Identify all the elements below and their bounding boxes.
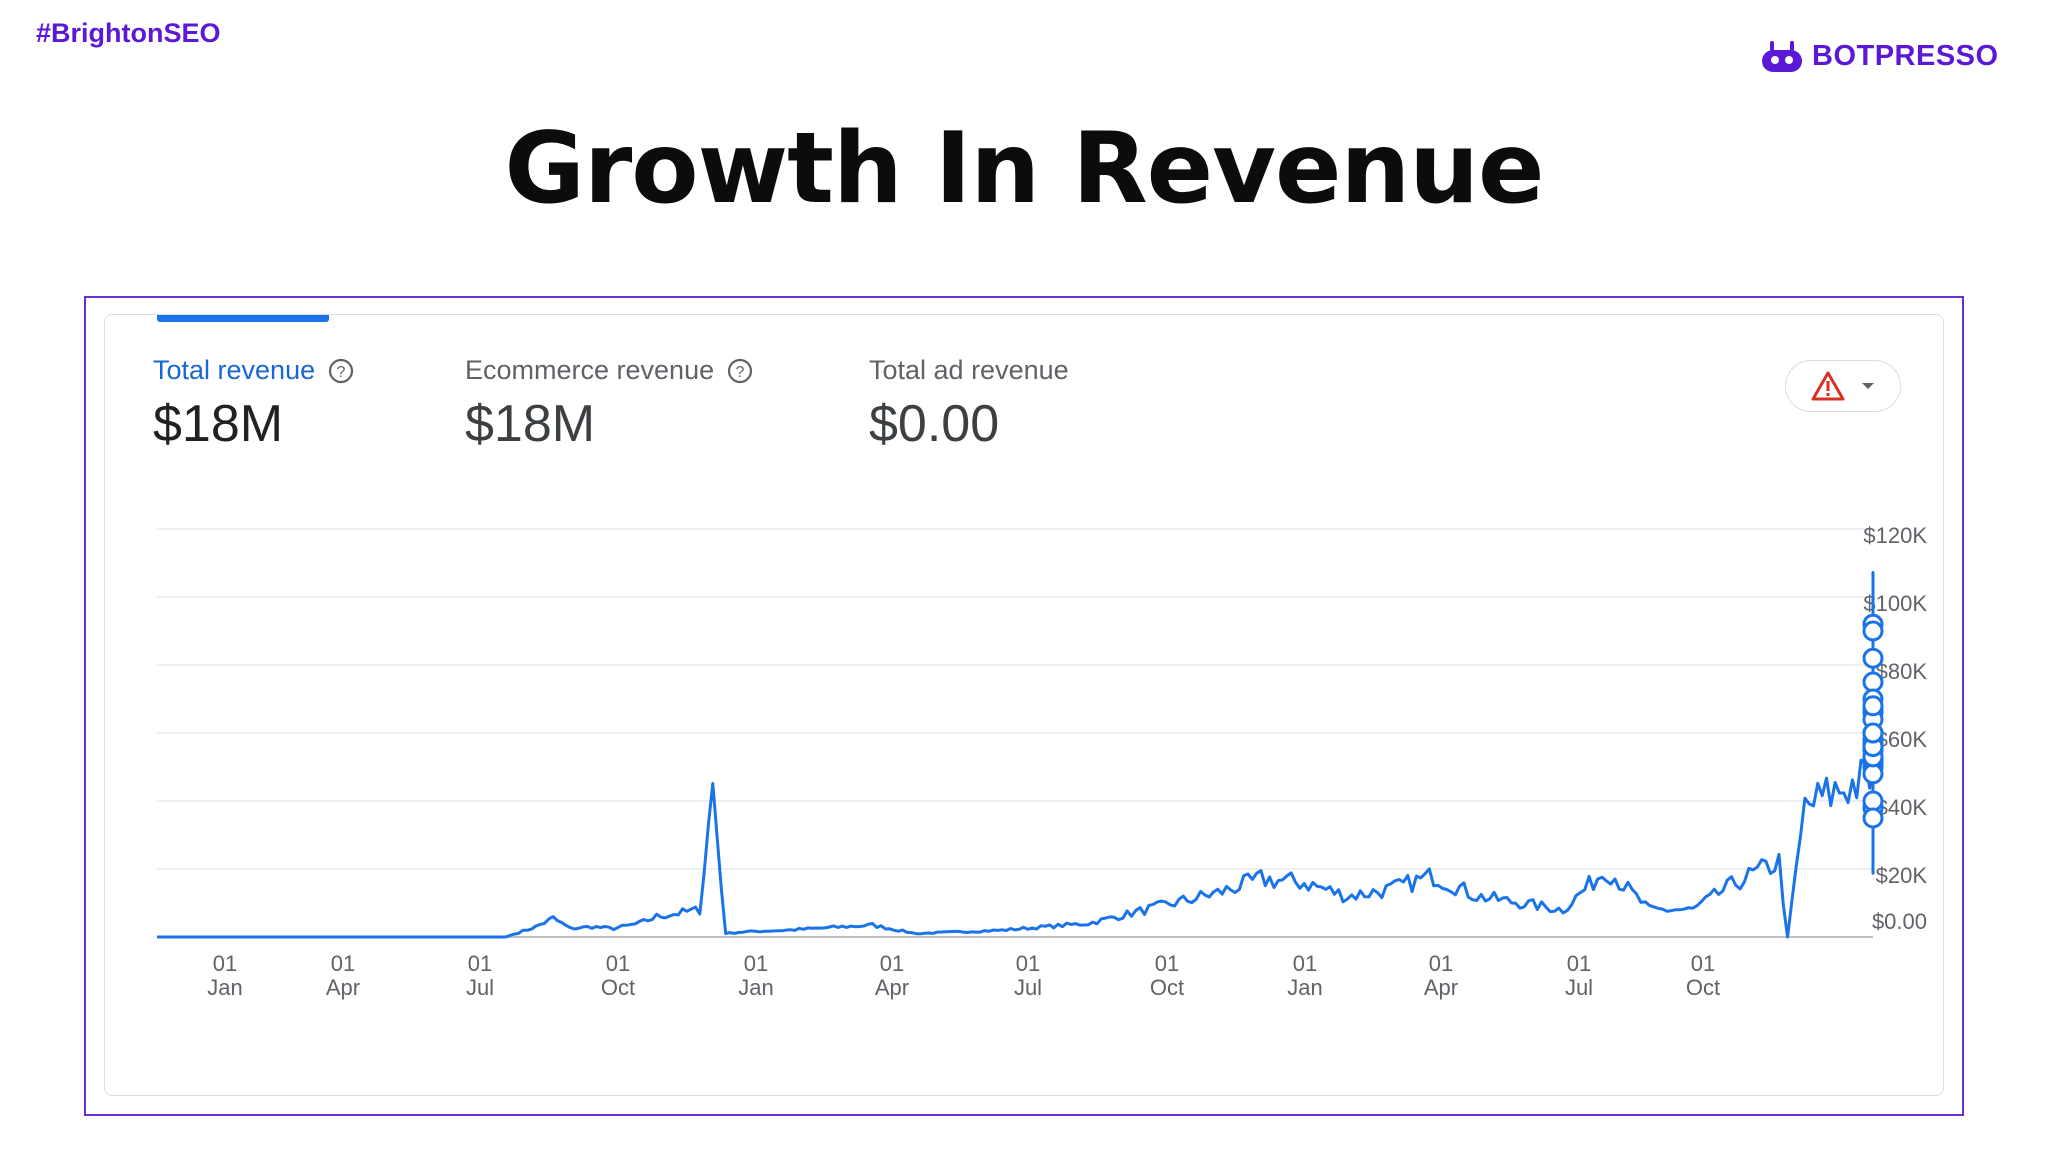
- metric-ecommerce-revenue[interactable]: Ecommerce revenue ? $18M: [465, 355, 754, 454]
- metric-value: $0.00: [869, 395, 1000, 453]
- data-point-marker: [1862, 671, 1884, 693]
- x-axis-labels: 01Jan01Apr01Jul01Oct01Jan01Apr01Jul01Oct…: [207, 951, 1720, 1000]
- svg-text:01: 01: [744, 951, 768, 976]
- metric-label: Ecommerce revenue: [465, 355, 715, 385]
- analytics-card: Total revenue ? $18M Ecommerce revenue ?…: [104, 314, 1944, 1096]
- metric-value: $18M: [153, 395, 284, 453]
- svg-text:01: 01: [1016, 951, 1040, 976]
- svg-text:Apr: Apr: [875, 975, 909, 1000]
- svg-text:Jan: Jan: [1287, 975, 1322, 1000]
- metric-value: $18M: [465, 395, 596, 453]
- data-point-marker: [1862, 807, 1884, 829]
- help-circle-icon[interactable]: ?: [726, 357, 754, 385]
- revenue-line-chart: $0.00$20K$40K$60K$80K$100K$120K 01Jan01A…: [157, 523, 1927, 1000]
- svg-text:Oct: Oct: [1686, 975, 1720, 1000]
- data-point-marker: [1862, 763, 1884, 785]
- svg-text:Jul: Jul: [1014, 975, 1042, 1000]
- revenue-series-line: [157, 571, 1875, 939]
- y-tick-label: $60K: [1876, 727, 1928, 752]
- svg-text:01: 01: [1155, 951, 1179, 976]
- hashtag: #BrightonSEO: [36, 18, 221, 48]
- active-tab-indicator: [157, 315, 329, 322]
- help-circle-icon[interactable]: ?: [327, 357, 355, 385]
- svg-text:01: 01: [880, 951, 904, 976]
- data-point-marker: [1862, 790, 1884, 812]
- metric-label: Total ad revenue: [869, 355, 1069, 385]
- svg-text:01: 01: [468, 951, 492, 976]
- svg-text:01: 01: [1293, 951, 1317, 976]
- svg-text:Apr: Apr: [326, 975, 360, 1000]
- y-tick-label: $40K: [1876, 795, 1928, 820]
- svg-text:?: ?: [736, 364, 745, 381]
- brand-logo: BOTPRESSO: [1758, 38, 1999, 74]
- alert-dropdown-button[interactable]: [1785, 360, 1901, 412]
- svg-text:01: 01: [1691, 951, 1715, 976]
- svg-text:01: 01: [1429, 951, 1453, 976]
- data-point-marker: [1862, 695, 1884, 717]
- svg-text:Jan: Jan: [738, 975, 773, 1000]
- y-tick-label: $20K: [1876, 863, 1928, 888]
- warning-triangle-icon: [1811, 371, 1845, 401]
- svg-text:Jul: Jul: [466, 975, 494, 1000]
- caret-down-icon: [1862, 383, 1874, 389]
- grid-lines: [157, 528, 1873, 938]
- slide-title: Growth In Revenue: [504, 112, 1545, 226]
- robot-icon: [1762, 41, 1802, 72]
- svg-text:?: ?: [337, 364, 346, 381]
- svg-text:01: 01: [1567, 951, 1591, 976]
- brand-name: BOTPRESSO: [1812, 39, 1999, 72]
- y-axis-labels: $0.00$20K$40K$60K$80K$100K$120K: [1863, 523, 1927, 934]
- svg-text:Jan: Jan: [207, 975, 242, 1000]
- y-tick-label: $120K: [1863, 523, 1927, 548]
- svg-text:Oct: Oct: [1150, 975, 1184, 1000]
- data-point-marker: [1862, 722, 1884, 744]
- highlighted-points: [1862, 613, 1884, 829]
- metric-label: Total revenue: [153, 355, 316, 385]
- svg-text:01: 01: [331, 951, 355, 976]
- data-point-marker: [1862, 620, 1884, 642]
- svg-text:Jul: Jul: [1565, 975, 1593, 1000]
- svg-text:01: 01: [606, 951, 630, 976]
- svg-text:Apr: Apr: [1424, 975, 1458, 1000]
- svg-text:Oct: Oct: [601, 975, 635, 1000]
- y-tick-label: $0.00: [1872, 909, 1927, 934]
- svg-text:01: 01: [213, 951, 237, 976]
- screenshot-frame: Total revenue ? $18M Ecommerce revenue ?…: [84, 296, 1964, 1116]
- y-tick-label: $80K: [1876, 659, 1928, 684]
- metric-total-revenue[interactable]: Total revenue ? $18M: [153, 355, 355, 454]
- metric-total-ad-revenue[interactable]: Total ad revenue $0.00: [869, 355, 1069, 454]
- data-point-marker: [1862, 647, 1884, 669]
